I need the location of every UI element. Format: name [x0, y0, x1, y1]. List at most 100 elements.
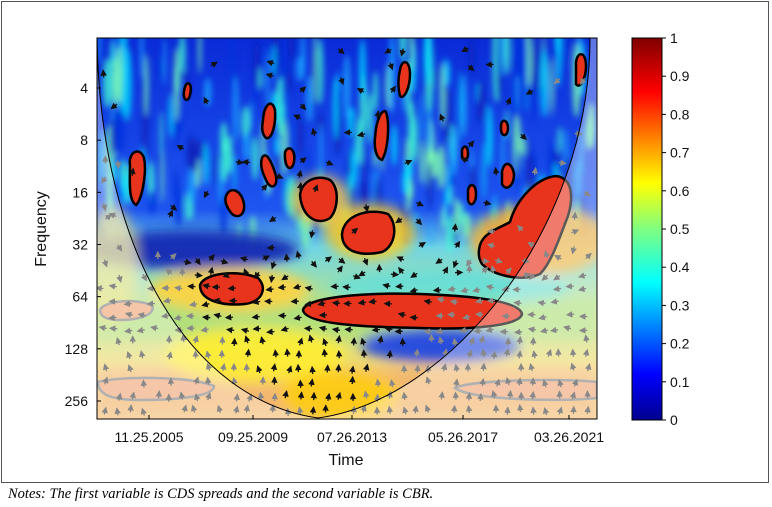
phase-arrow: [241, 159, 251, 166]
phase-arrow: [338, 77, 345, 86]
texture-streak: [147, 190, 157, 215]
texture-streak: [97, 38, 101, 66]
texture-streak: [251, 135, 259, 181]
phase-arrow: [338, 257, 346, 264]
phase-arrow: [297, 337, 304, 346]
phase-arrow: [297, 391, 305, 400]
texture-streak: [373, 71, 379, 112]
sig-region-2: [182, 82, 193, 102]
phase-arrow: [189, 300, 198, 308]
phase-arrow: [139, 350, 146, 359]
phase-arrow: [542, 379, 549, 388]
sig-region-5: [283, 147, 296, 170]
phase-arrow: [336, 265, 343, 273]
sig-region-14: [500, 162, 516, 189]
texture-streak: [433, 68, 437, 89]
phase-arrow: [260, 183, 268, 191]
significant-regions: [97, 53, 597, 402]
phase-arrow: [396, 256, 405, 263]
phase-arrow: [243, 268, 250, 277]
phase-arrow: [527, 242, 535, 249]
texture-streak: [213, 151, 217, 189]
texture-streak: [232, 75, 239, 143]
texture-streak: [574, 159, 582, 202]
texture-streak: [112, 57, 120, 111]
phase-arrow: [308, 378, 315, 387]
phase-arrow: [441, 348, 449, 357]
phase-arrow: [170, 204, 178, 211]
phase-arrow: [194, 271, 203, 279]
phase-arrow: [203, 190, 210, 199]
phase-arrow: [201, 301, 210, 308]
phase-arrow: [517, 224, 524, 232]
y-tick-label: 32: [72, 237, 88, 253]
phase-arrow: [486, 242, 496, 249]
phase-arrow: [282, 390, 289, 399]
phase-arrow: [460, 286, 469, 294]
sig-region-6: [259, 154, 278, 188]
phase-arrow: [292, 283, 302, 290]
phase-arrow: [505, 97, 512, 106]
phase-arrow: [108, 212, 117, 219]
texture-streak: [522, 38, 528, 113]
phase-arrow: [483, 199, 492, 206]
phase-arrow: [494, 378, 501, 387]
texture-streak: [482, 141, 486, 199]
phase-arrow: [401, 364, 408, 373]
coherence-heatmap: [97, 38, 597, 419]
phase-arrow: [480, 362, 487, 371]
phase-arrow: [205, 392, 212, 401]
sig-region-13: [397, 61, 412, 99]
phase-arrow: [252, 325, 261, 332]
phase-arrow: [166, 351, 173, 360]
texture-streak: [249, 100, 253, 132]
texture-streak: [411, 115, 418, 163]
colorbar-tick-label: 1: [670, 30, 678, 46]
phase-arrow: [351, 227, 359, 235]
texture-streak: [305, 74, 314, 123]
phase-arrow: [127, 404, 134, 413]
phase-arrow: [384, 47, 392, 54]
phase-arrow: [538, 314, 547, 321]
phase-arrow: [528, 362, 535, 372]
phase-arrow: [451, 337, 459, 347]
texture-streak: [549, 57, 554, 117]
texture-streak: [173, 46, 180, 122]
phase-arrow: [304, 300, 313, 308]
y-axis-label: Frequency: [33, 191, 50, 267]
phase-arrow: [423, 298, 432, 306]
phase-arrow: [452, 391, 460, 400]
y-tick-label: 4: [80, 80, 88, 96]
phase-arrow: [257, 391, 265, 401]
phase-arrow: [308, 334, 315, 343]
phase-arrow: [155, 390, 163, 399]
phase-arrow: [374, 110, 381, 119]
phase-arrow: [129, 391, 136, 400]
phase-arrow: [270, 363, 278, 372]
y-tick-label: 8: [80, 132, 88, 148]
phase-arrow: [190, 404, 198, 413]
phase-arrow: [481, 266, 489, 274]
phase-arrow: [115, 392, 123, 401]
sig-region-17: [499, 119, 510, 137]
phase-arrow: [490, 350, 498, 359]
texture-streak: [190, 137, 199, 174]
phase-arrow: [299, 157, 307, 164]
phase-arrow: [461, 46, 469, 53]
phase-arrow: [489, 264, 497, 274]
phase-arrow: [563, 325, 572, 332]
texture-streak: [300, 38, 306, 76]
phase-arrow: [556, 406, 563, 415]
phase-arrow: [349, 365, 356, 374]
phase-arrow: [299, 86, 307, 94]
phase-arrow: [529, 377, 536, 386]
x-axis: 11.25.2005 09.25.2009 07.26.2013 05.26.2017…: [114, 415, 604, 445]
phase-arrow: [522, 272, 531, 279]
texture-streak: [446, 215, 454, 253]
phase-arrow: [124, 311, 134, 318]
texture-streak: [458, 70, 462, 142]
texture-streak: [343, 54, 351, 120]
phase-arrow: [266, 59, 275, 67]
phase-arrow: [531, 350, 538, 359]
texture-streak: [504, 38, 511, 76]
